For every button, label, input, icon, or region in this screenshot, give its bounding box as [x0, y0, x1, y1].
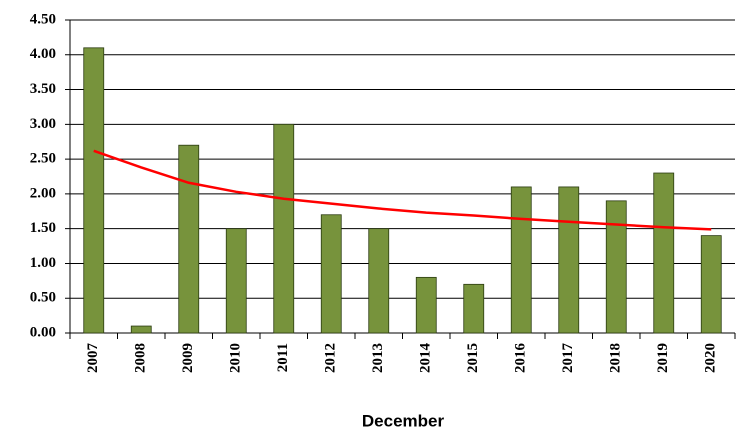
- bar: [130, 325, 152, 334]
- bar: [320, 214, 342, 334]
- x-tick-label: 2008: [133, 343, 149, 373]
- x-tick-label: 2009: [180, 343, 196, 373]
- x-tick-label: 2013: [370, 343, 386, 373]
- y-tick-label: 2.00: [30, 185, 56, 201]
- x-tick-label: 2014: [418, 343, 434, 374]
- y-tick-label: 1.50: [30, 220, 56, 236]
- bar: [605, 200, 627, 334]
- bar: [700, 235, 722, 334]
- y-tick-label: 4.50: [30, 11, 56, 27]
- trend-line: [93, 149, 712, 231]
- bar: [368, 228, 390, 334]
- x-tick-label: 2016: [513, 343, 529, 374]
- bar: [83, 47, 105, 334]
- bar: [510, 186, 532, 334]
- x-tick-label: 2020: [703, 343, 719, 373]
- y-tick-label: 0.50: [30, 290, 56, 306]
- x-tick-label: 2018: [608, 343, 624, 373]
- x-tick-label: 2019: [655, 343, 671, 373]
- bar: [653, 172, 675, 334]
- bar: [415, 276, 437, 334]
- y-tick-label: 3.50: [30, 81, 56, 97]
- y-tick-label: 0.00: [30, 324, 56, 340]
- y-tick-label: 3.00: [30, 116, 56, 132]
- y-tick-label: 1.00: [30, 255, 56, 271]
- x-tick-label: 2007: [85, 343, 101, 374]
- bar: [225, 228, 247, 334]
- x-tick-label: 2011: [275, 343, 291, 372]
- bar: [178, 144, 200, 334]
- x-axis-title: December: [362, 411, 445, 430]
- bar: [558, 186, 580, 334]
- x-tick-label: 2010: [228, 343, 244, 373]
- x-tick-label: 2017: [560, 343, 576, 374]
- x-tick-label: 2012: [323, 343, 339, 373]
- bar: [463, 283, 485, 334]
- y-tick-label: 2.50: [30, 151, 56, 167]
- bar: [273, 123, 295, 334]
- x-tick-label: 2015: [465, 343, 481, 373]
- y-tick-label: 4.00: [30, 46, 56, 62]
